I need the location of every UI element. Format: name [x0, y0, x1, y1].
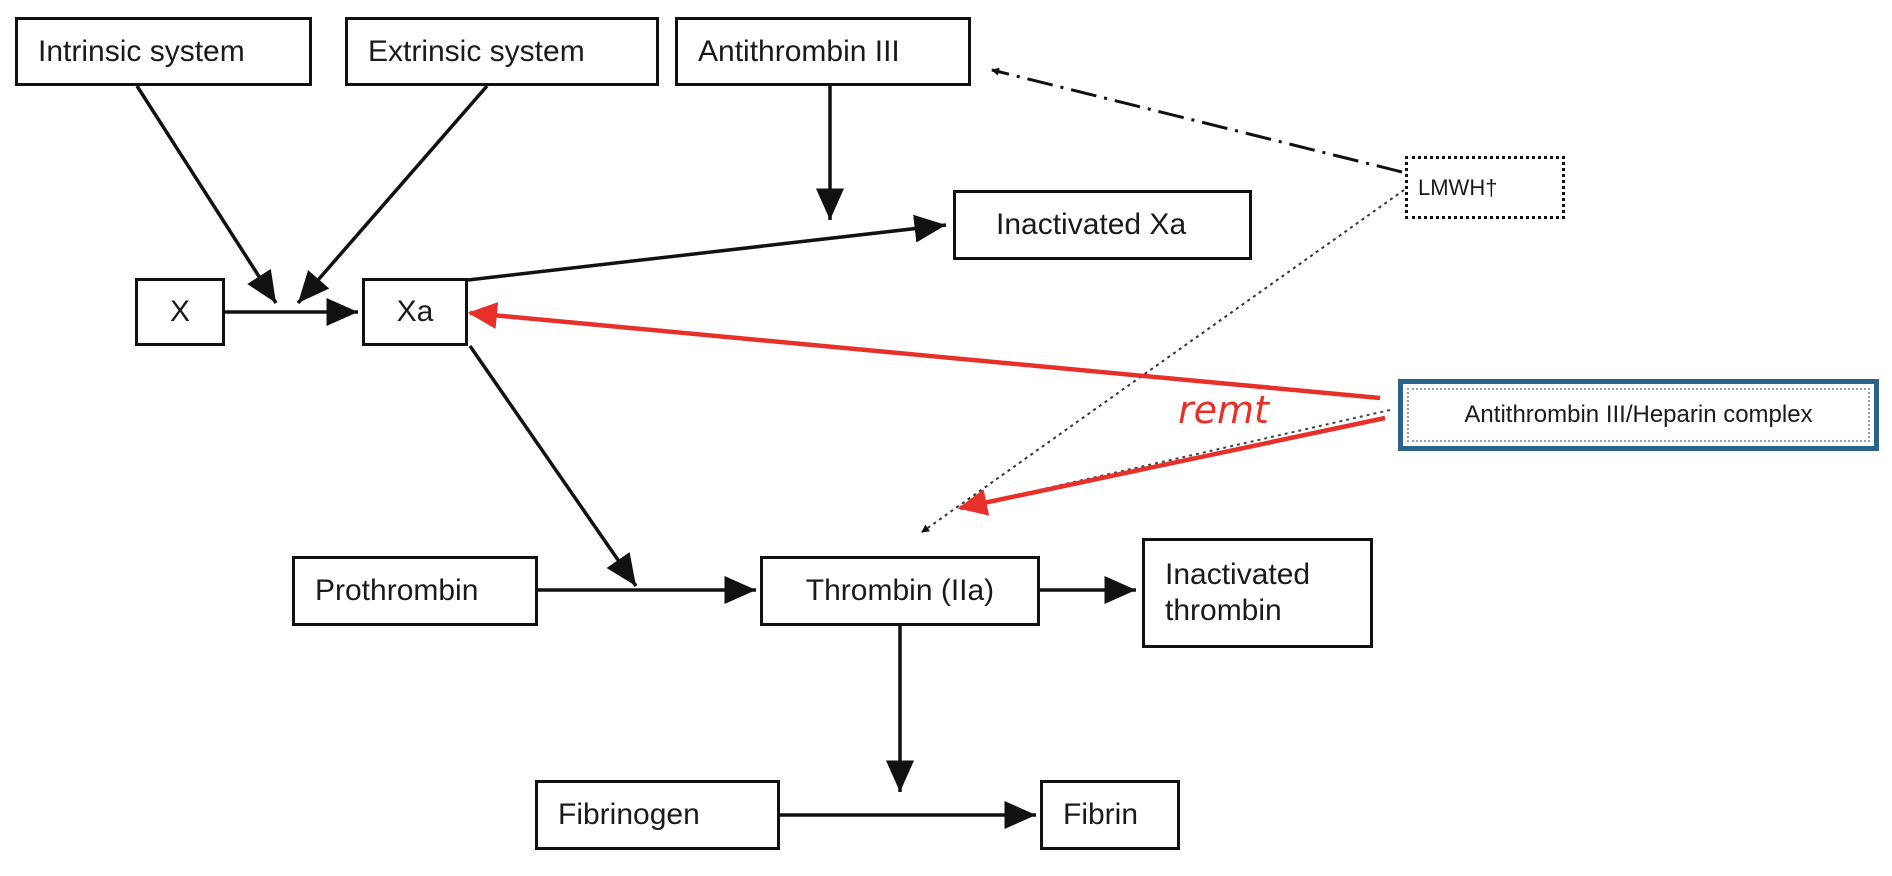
- node-inactivated-thrombin: Inactivated thrombin: [1142, 538, 1373, 648]
- node-inactivated-xa: Inactivated Xa: [953, 190, 1252, 260]
- node-xa: Xa: [362, 278, 468, 346]
- arrow-xa-to-inactivated-xa: [467, 214, 947, 282]
- node-thrombin: Thrombin (IIa): [760, 556, 1040, 626]
- node-fibrin: Fibrin: [1040, 780, 1180, 850]
- node-antithrombin-iii: Antithrombin III: [675, 17, 971, 86]
- node-prothrombin: Prothrombin: [292, 556, 538, 626]
- arrow-lmwh-to-thrombin: [921, 189, 1405, 533]
- arrow-extrinsic-to-junction: [296, 84, 489, 305]
- node-x: X: [135, 278, 225, 346]
- node-lmwh: LMWH†: [1405, 156, 1565, 219]
- node-fibrinogen: Fibrinogen: [535, 780, 780, 850]
- node-intrinsic-system: Intrinsic system: [15, 17, 312, 86]
- red-arrow-complex-to-xa: [467, 302, 1381, 401]
- annotation-remt: remt: [1178, 388, 1269, 432]
- complex-label: Antithrombin III/Heparin complex: [1407, 388, 1870, 442]
- arrow-intrinsic-to-junction: [135, 85, 278, 304]
- arrow-xa-to-thrombin-junction: [468, 345, 638, 587]
- node-extrinsic-system: Extrinsic system: [345, 17, 659, 86]
- red-arrow-complex-to-thrombin: [957, 415, 1386, 516]
- arrow-lmwh-to-antithrombin: [991, 67, 1403, 174]
- node-antithrombin-heparin-complex: Antithrombin III/Heparin complex: [1398, 379, 1879, 451]
